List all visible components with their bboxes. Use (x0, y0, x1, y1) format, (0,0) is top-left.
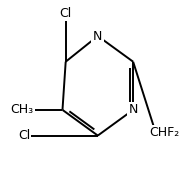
Text: N: N (128, 103, 138, 116)
Text: Cl: Cl (60, 7, 72, 20)
Text: CHF₂: CHF₂ (149, 126, 179, 139)
Text: CH₃: CH₃ (10, 103, 34, 116)
Text: Cl: Cl (18, 129, 30, 142)
Text: N: N (93, 30, 102, 43)
